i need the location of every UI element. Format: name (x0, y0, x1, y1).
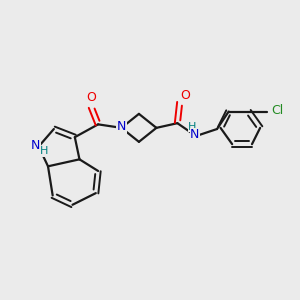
Text: H: H (188, 122, 197, 132)
Text: N: N (190, 128, 200, 141)
Text: N: N (117, 120, 126, 133)
Text: H: H (40, 146, 49, 156)
Text: N: N (31, 139, 40, 152)
Text: Cl: Cl (272, 104, 284, 117)
Text: O: O (181, 89, 190, 102)
Text: O: O (86, 91, 96, 104)
